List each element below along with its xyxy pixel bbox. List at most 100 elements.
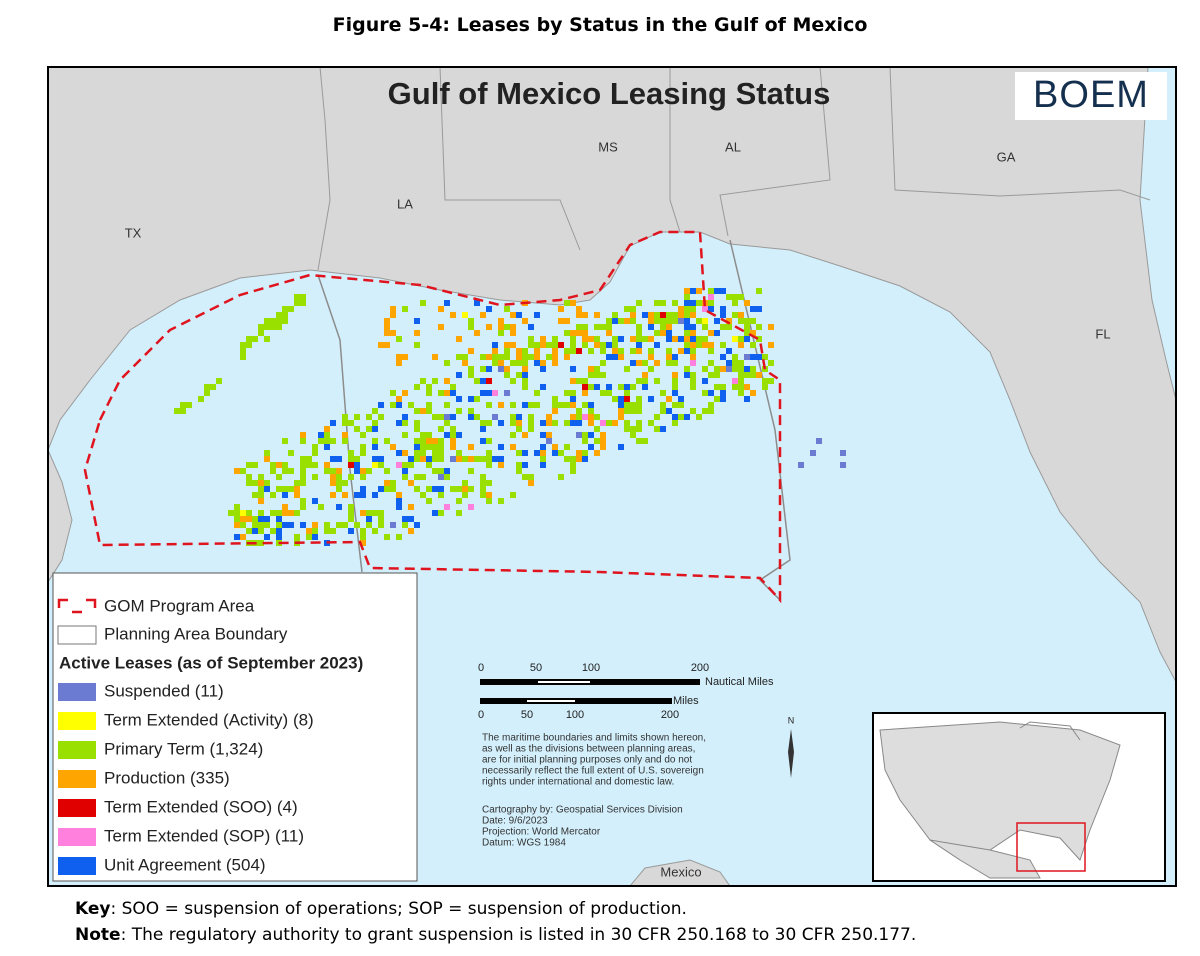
lease-block [750,306,756,312]
lease-block [540,456,546,462]
lease-block [384,486,390,492]
credit-line: Cartography by: Geospatial Services Divi… [482,805,683,816]
lease-block [510,342,516,348]
lease-block [564,456,570,462]
lease-block [576,414,582,420]
lease-block [372,456,378,462]
lease-block [372,426,378,432]
lease-block [216,378,222,384]
lease-block [588,348,594,354]
lease-block [456,456,462,462]
lease-block [498,498,504,504]
lease-block [702,306,708,312]
lease-block [768,378,774,384]
lease-block [312,450,318,456]
lease-block [342,414,348,420]
lease-block [480,486,486,492]
lease-block [654,378,660,384]
lease-block [426,456,432,462]
lease-block [438,414,444,420]
lease-block [252,522,258,528]
lease-block [342,438,348,444]
lease-block [270,324,276,330]
lease-block [282,306,288,312]
lease-block [300,474,306,480]
lease-block [600,444,606,450]
lease-block [420,444,426,450]
lease-block [684,372,690,378]
north-arrow-shape [788,729,794,778]
lease-block [510,402,516,408]
lease-block [312,522,318,528]
lease-block [576,432,582,438]
lease-block [234,534,240,540]
lease-block [570,468,576,474]
lease-block [606,318,612,324]
lease-block [672,318,678,324]
lease-block [468,372,474,378]
lease-block [672,372,678,378]
lease-block [624,306,630,312]
lease-block [612,396,618,402]
lease-block [588,432,594,438]
lease-block [636,324,642,330]
lease-block [414,426,420,432]
lease-block [618,336,624,342]
lease-block [174,408,180,414]
lease-block [360,474,366,480]
lease-block [666,360,672,366]
lease-block [672,312,678,318]
lease-block [738,294,744,300]
scale-label: 200 [691,662,709,674]
lease-block [648,312,654,318]
lease-block [726,294,732,300]
lease-block [354,462,360,468]
lease-block [552,354,558,360]
lease-block [360,432,366,438]
lease-block [726,318,732,324]
lease-block [438,456,444,462]
lease-block [630,402,636,408]
lease-block [348,462,354,468]
lease-block [336,456,342,462]
lease-block [324,522,330,528]
lease-block [732,294,738,300]
lease-block [372,420,378,426]
lease-block [630,384,636,390]
lease-block [456,432,462,438]
lease-block [672,384,678,390]
logo-box [1015,72,1167,120]
lease-block [630,426,636,432]
lease-block [312,528,318,534]
lease-block [576,408,582,414]
lease-block [432,510,438,516]
lease-block [732,312,738,318]
lease-block [270,510,276,516]
lease-block [180,408,186,414]
lease-block [264,324,270,330]
lease-block [528,474,534,480]
lease-block [576,420,582,426]
lease-block [684,312,690,318]
lease-block [390,312,396,318]
lease-block [456,486,462,492]
lease-block [258,510,264,516]
inset-extent [1016,822,1086,872]
lease-block [468,486,474,492]
lease-block [306,528,312,534]
lease-block [426,486,432,492]
lease-block [444,468,450,474]
lease-block [312,462,318,468]
lease-block [456,396,462,402]
scale-label: 50 [530,662,542,674]
lease-block [264,486,270,492]
lease-block [582,402,588,408]
legend: GOM Program Area Planning Area Boundary Ac… [52,572,418,882]
lease-block [534,354,540,360]
lease-block [504,366,510,372]
place-labels: TX LA MS AL GA FL Mexico [125,139,1111,879]
lease-block [540,432,546,438]
lease-block [696,318,702,324]
planning-boundaries [317,239,791,601]
lease-block [480,390,486,396]
